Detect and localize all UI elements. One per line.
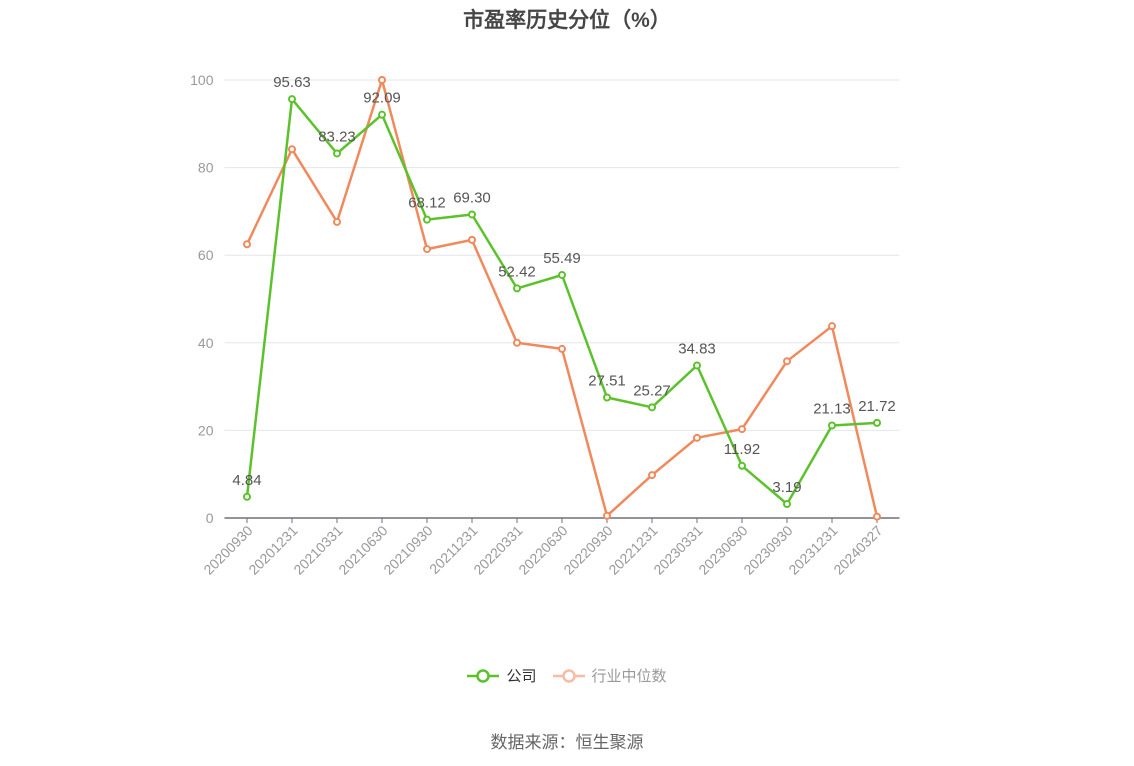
data-point [783,500,791,509]
data-label: 83.23 [318,128,356,145]
y-tick-label: 20 [198,422,214,438]
data-point [378,110,386,119]
data-point [828,421,836,430]
data-point [693,433,701,442]
data-point [423,215,431,224]
data-point [648,403,656,412]
y-axis: 0 20 40 60 80 100 [190,72,214,526]
data-point [288,145,296,154]
legend-label-industry-median: 行业中位数 [591,668,667,685]
data-label: 4.84 [232,472,261,489]
data-point [828,322,836,331]
data-label: 25.27 [633,382,671,399]
data-label: 52.42 [498,263,536,280]
y-tick-label: 60 [198,247,214,263]
data-point [333,149,341,158]
data-label: 95.63 [273,74,311,91]
chart-title: 市盈率历史分位（%） [463,9,671,32]
data-labels: 4.84 95.63 83.23 92.09 68.12 69.30 52.42 55.49 2… [232,74,895,496]
x-axis: 2020093020201231202103312021063020210930… [200,517,900,578]
series-line [245,78,879,518]
data-label: 55.49 [543,250,581,267]
y-tick-label: 40 [198,335,214,351]
x-tick-label: 20240327 [830,522,886,578]
data-point [288,95,296,104]
data-label: 21.13 [813,400,851,417]
data-point [603,511,611,520]
data-point [783,357,791,366]
data-point [468,235,476,244]
series-line [245,97,879,506]
y-tick-label: 100 [190,72,214,88]
legend-line-circle-icon [467,668,500,683]
data-point [558,344,566,353]
data-label: 27.51 [588,373,626,390]
data-point [873,512,881,521]
data-point [738,461,746,470]
data-label: 92.09 [363,90,401,107]
data-point [468,210,476,219]
legend-label-company: 公司 [506,668,537,685]
data-point [243,492,251,501]
x-tick-label: 20210930 [380,522,436,578]
data-label: 69.30 [453,189,491,206]
data-point [513,338,521,347]
data-point [378,76,386,84]
data-point [333,217,341,226]
data-point [513,284,521,293]
data-label: 11.92 [724,441,760,458]
data-source-note: 数据来源：恒生聚源 [490,733,644,752]
data-label: 21.72 [858,398,896,415]
legend-item-company[interactable]: 公司 [467,665,537,686]
data-point [873,418,881,427]
data-point [558,270,566,279]
data-point [603,393,611,402]
data-label: 68.12 [408,195,446,212]
data-point [243,240,251,249]
legend-line-circle-icon [552,668,585,683]
data-label: 3.19 [772,479,801,496]
data-point [423,245,431,254]
data-point [738,425,746,434]
y-tick-label: 0 [206,510,214,526]
series-layer [243,76,881,521]
gridlines [224,79,900,431]
y-tick-label: 80 [198,160,214,176]
data-point [648,471,656,480]
legend-item-industry-median[interactable]: 行业中位数 [552,665,667,686]
data-point [693,361,701,370]
data-label: 34.83 [678,340,716,357]
legend: 公司 行业中位数 [0,665,1134,686]
